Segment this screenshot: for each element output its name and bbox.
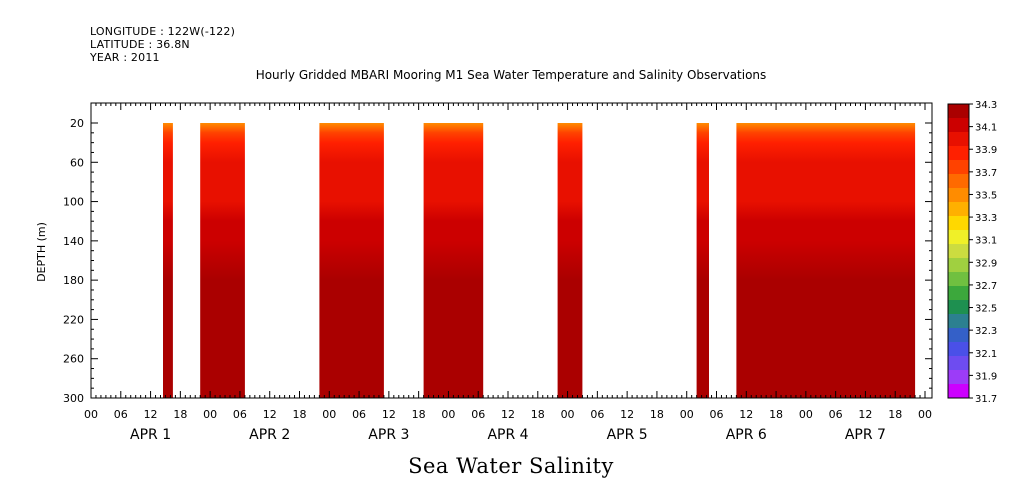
y-tick-label: 300 [63, 392, 84, 405]
x-tick-label: 00 [561, 408, 575, 421]
x-tick-label: 06 [352, 408, 366, 421]
data-block-3 [319, 123, 384, 398]
colorbar-swatch [948, 272, 969, 287]
x-tick-label: 06 [710, 408, 724, 421]
colorbar-swatch [948, 174, 969, 189]
x-tick-label: 18 [769, 408, 783, 421]
y-tick-label: 20 [70, 117, 84, 130]
day-label: APR 5 [607, 427, 648, 443]
colorbar-swatch [948, 146, 969, 161]
colorbar-swatch [948, 286, 969, 301]
colorbar-swatch [948, 216, 969, 231]
colorbar-swatch [948, 132, 969, 147]
latitude-label: LATITUDE : 36.8N [90, 38, 190, 51]
data-block-7 [736, 123, 916, 398]
y-tick-label: 180 [63, 274, 84, 287]
x-tick-label: 12 [263, 408, 277, 421]
colorbar-swatch [948, 202, 969, 217]
colorbar-label: 32.3 [975, 326, 997, 337]
x-tick-label: 06 [829, 408, 843, 421]
colorbar-label: 32.5 [975, 304, 997, 315]
x-axis-label: Sea Water Salinity [408, 454, 614, 478]
colorbar-label: 32.1 [975, 349, 997, 360]
x-tick-label: 00 [203, 408, 217, 421]
x-tick-label: 18 [173, 408, 187, 421]
y-axis-label: DEPTH (m) [35, 222, 48, 282]
colorbar-label: 33.7 [975, 168, 997, 179]
x-tick-label: 12 [620, 408, 634, 421]
data-block-1 [163, 123, 173, 398]
x-tick-label: 00 [918, 408, 932, 421]
colorbar-border [947, 103, 970, 399]
colorbar-swatch [948, 104, 969, 119]
y-axis: 20 60 100 140 180 220 260 300 [63, 117, 932, 405]
colorbar-swatch [948, 258, 969, 273]
colorbar-swatch [948, 118, 969, 133]
colorbar-swatch [948, 244, 969, 259]
x-tick-label: 00 [84, 408, 98, 421]
x-tick-label: 06 [590, 408, 604, 421]
x-tick-label: 12 [739, 408, 753, 421]
colorbar-swatch [948, 314, 969, 329]
x-tick-label: 00 [322, 408, 336, 421]
colorbar-swatch [948, 188, 969, 203]
colorbar-swatch [948, 356, 969, 371]
x-tick-label: 18 [412, 408, 426, 421]
colorbar: 34.3 34.1 33.9 33.7 33.5 33.3 33.1 32.9 32.7 32.5… [947, 100, 997, 405]
data-blocks [163, 123, 916, 398]
x-axis: 00 06 12 18 00 06 12 18 00 06 12 18 00 06 12 18 00 06 12 18… [84, 103, 932, 443]
day-label: APR 1 [130, 427, 171, 443]
data-block-4 [423, 123, 484, 398]
day-label: APR 3 [368, 427, 409, 443]
day-label: APR 4 [487, 427, 528, 443]
x-tick-label: 06 [233, 408, 247, 421]
colorbar-swatch [948, 342, 969, 357]
y-tick-label: 260 [63, 353, 84, 366]
x-tick-label: 00 [441, 408, 455, 421]
colorbar-swatch [948, 370, 969, 385]
x-tick-label: 00 [799, 408, 813, 421]
y-tick-label: 140 [63, 235, 84, 248]
y-tick-label: 100 [63, 196, 84, 209]
chart-title: Hourly Gridded MBARI Mooring M1 Sea Wate… [255, 68, 767, 82]
y-tick-label: 220 [63, 313, 84, 326]
colorbar-label: 34.3 [975, 100, 997, 111]
colorbar-label: 33.9 [975, 145, 997, 156]
colorbar-swatch [948, 384, 969, 399]
colorbar-label: 31.7 [975, 394, 997, 405]
x-tick-label: 00 [680, 408, 694, 421]
colorbar-label: 33.5 [975, 190, 997, 201]
x-tick-label: 18 [888, 408, 902, 421]
x-tick-label: 12 [144, 408, 158, 421]
x-tick-label: 06 [114, 408, 128, 421]
colorbar-label: 34.1 [975, 123, 997, 134]
x-tick-label: 06 [471, 408, 485, 421]
x-tick-label: 12 [858, 408, 872, 421]
y-tick-label: 60 [70, 156, 84, 169]
colorbar-label: 33.3 [975, 213, 997, 224]
year-label: YEAR : 2011 [90, 51, 160, 64]
colorbar-swatch [948, 300, 969, 315]
colorbar-swatch [948, 328, 969, 343]
colorbar-label: 32.7 [975, 281, 997, 292]
colorbar-swatch [948, 160, 969, 175]
x-tick-label: 12 [382, 408, 396, 421]
colorbar-label: 31.9 [975, 371, 997, 382]
day-label: APR 2 [249, 427, 290, 443]
colorbar-label: 32.9 [975, 258, 997, 269]
data-block-6 [696, 123, 709, 398]
longitude-label: LONGITUDE : 122W(-122) [90, 25, 236, 38]
x-tick-label: 18 [531, 408, 545, 421]
day-label: APR 7 [845, 427, 886, 443]
x-tick-label: 18 [293, 408, 307, 421]
data-block-2 [200, 123, 245, 398]
x-tick-label: 18 [650, 408, 664, 421]
x-tick-label: 12 [501, 408, 515, 421]
colorbar-swatch [948, 230, 969, 245]
colorbar-label: 33.1 [975, 236, 997, 247]
data-block-5 [557, 123, 583, 398]
day-label: APR 6 [726, 427, 767, 443]
